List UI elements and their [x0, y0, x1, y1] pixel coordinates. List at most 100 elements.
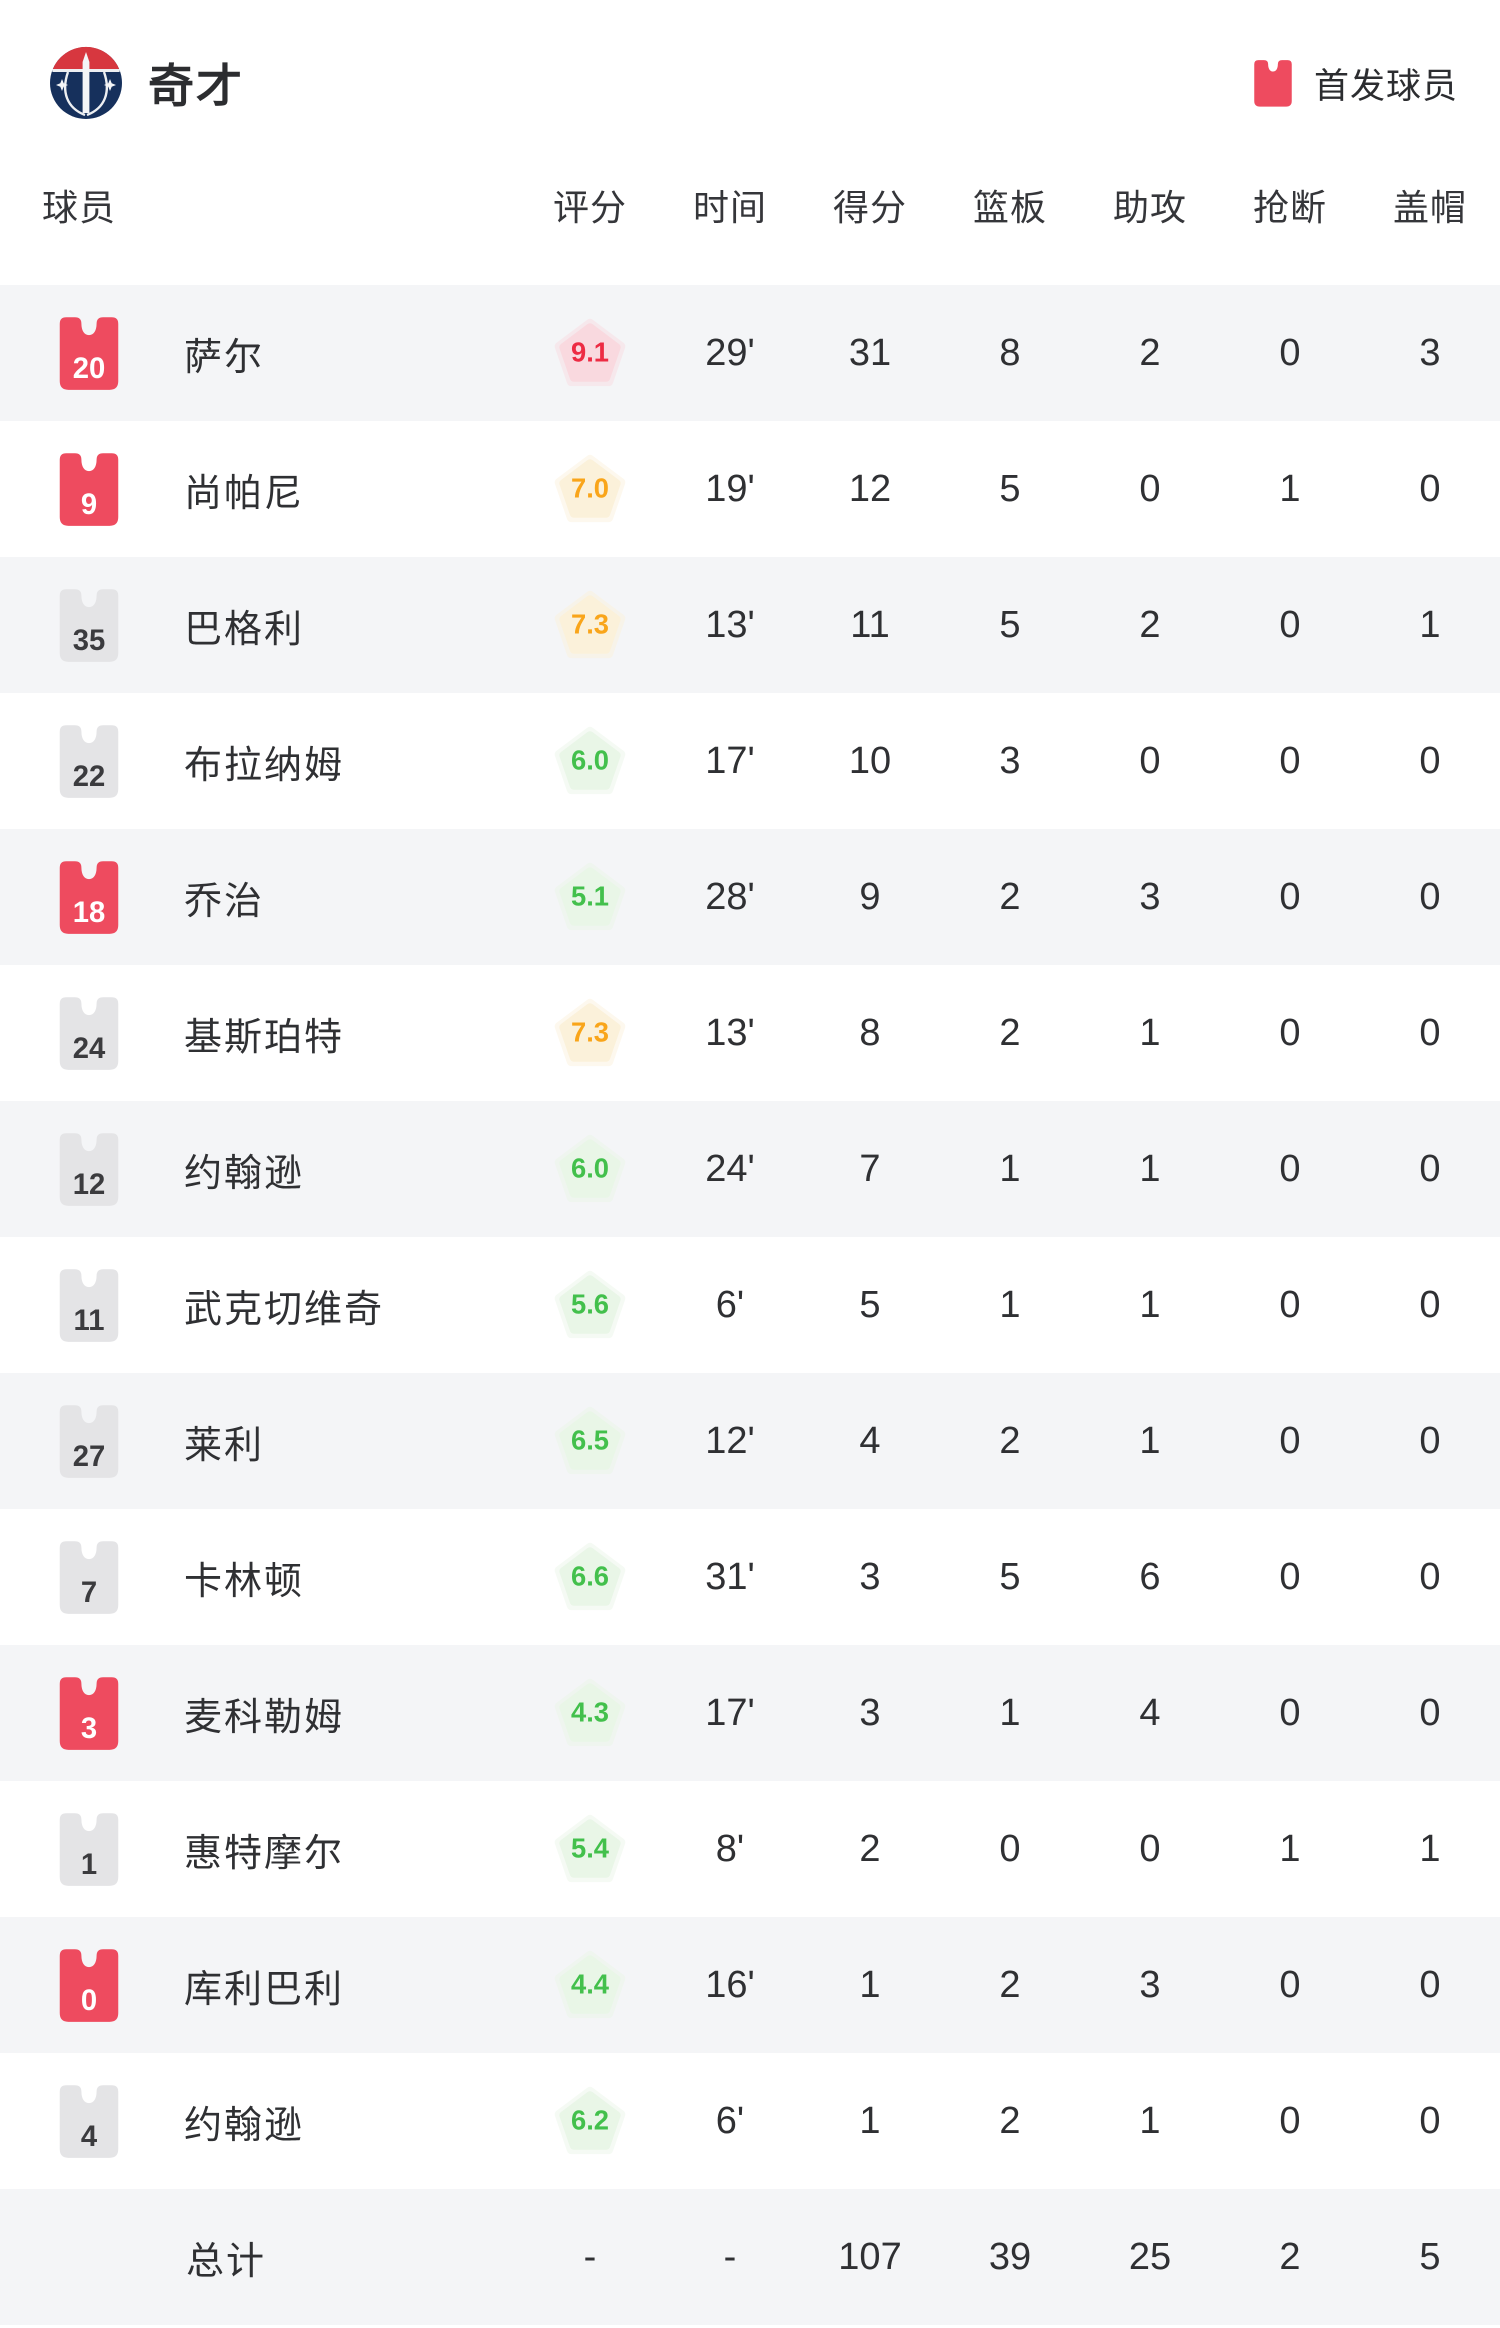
- steals-value: 0: [1279, 331, 1301, 374]
- player-row[interactable]: 27 莱利 6.5 12' 4 2 1 0 0: [0, 1373, 1500, 1509]
- points-value: 31: [848, 331, 892, 374]
- blocks-value: 0: [1419, 467, 1441, 510]
- svg-text:24: 24: [73, 1033, 106, 1065]
- steals-value: 0: [1279, 875, 1301, 918]
- steals-value: 0: [1279, 1419, 1301, 1462]
- player-row[interactable]: 3 麦科勒姆 4.3 17' 3 1 4 0 0: [0, 1645, 1500, 1781]
- jersey-icon: 24: [54, 994, 124, 1072]
- header-steals: 抢断: [1252, 186, 1327, 228]
- assists-value: 1: [1139, 1011, 1161, 1054]
- player-row[interactable]: 35 巴格利 7.3 13' 11 5 2 0 1: [0, 557, 1500, 693]
- points-value: 5: [859, 1283, 881, 1326]
- total-points: 107: [838, 2235, 902, 2278]
- points-value: 10: [848, 739, 892, 782]
- player-cell: 18 乔治: [0, 858, 520, 936]
- player-cell: 35 巴格利: [0, 586, 520, 664]
- total-rebounds: 39: [988, 2235, 1032, 2278]
- total-row: 总计 - - 107 39 25 2 5: [0, 2189, 1500, 2325]
- rating-badge: 6.5: [554, 1406, 626, 1475]
- player-cell: 4 约翰逊: [0, 2082, 520, 2160]
- player-row[interactable]: 18 乔治 5.1 28' 9 2 3 0 0: [0, 829, 1500, 965]
- stats-table: 20 萨尔 9.1 29' 31 8 2 0 3 9 尚帕尼 7.0 19': [0, 285, 1500, 2325]
- blocks-value: 0: [1419, 1963, 1441, 2006]
- player-row[interactable]: 11 武克切维奇 5.6 6' 5 1 1 0 0: [0, 1237, 1500, 1373]
- jersey-icon: 35: [54, 586, 124, 664]
- time-value: 8': [715, 1827, 745, 1870]
- player-name: 基斯珀特: [184, 1016, 345, 1059]
- blocks-value: 0: [1419, 739, 1441, 782]
- player-cell: 22 布拉纳姆: [0, 722, 520, 800]
- total-rating: -: [583, 2235, 597, 2278]
- rebounds-value: 1: [999, 1147, 1021, 1190]
- blocks-value: 0: [1419, 1147, 1441, 1190]
- steals-value: 0: [1279, 1555, 1301, 1598]
- svg-text:4: 4: [81, 2121, 98, 2153]
- rebounds-value: 2: [999, 1963, 1021, 2006]
- header-rebounds: 篮板: [972, 186, 1047, 228]
- rebounds-value: 1: [999, 1691, 1021, 1734]
- rating-value: 6.2: [571, 2104, 609, 2135]
- total-label: 总计: [186, 2240, 267, 2283]
- player-row[interactable]: 4 约翰逊 6.2 6' 1 2 1 0 0: [0, 2053, 1500, 2189]
- player-cell: 12 约翰逊: [0, 1130, 520, 1208]
- rating-badge: 5.6: [554, 1270, 626, 1339]
- player-row[interactable]: 20 萨尔 9.1 29' 31 8 2 0 3: [0, 285, 1500, 421]
- player-row[interactable]: 7 卡林顿 6.6 31' 3 5 6 0 0: [0, 1509, 1500, 1645]
- player-cell: 24 基斯珀特: [0, 994, 520, 1072]
- player-name: 库利巴利: [184, 1968, 345, 2011]
- time-value: 29': [705, 331, 755, 374]
- rating-cell: 5.4: [520, 1814, 660, 1883]
- points-value: 9: [859, 875, 881, 918]
- time-value: 28': [705, 875, 755, 918]
- blocks-value: 0: [1419, 1555, 1441, 1598]
- player-name: 乔治: [184, 880, 265, 923]
- assists-value: 1: [1139, 2099, 1161, 2142]
- jersey-icon: 22: [54, 722, 124, 800]
- player-row[interactable]: 24 基斯珀特 7.3 13' 8 2 1 0 0: [0, 965, 1500, 1101]
- svg-text:18: 18: [73, 897, 106, 929]
- player-row[interactable]: 12 约翰逊 6.0 24' 7 1 1 0 0: [0, 1101, 1500, 1237]
- header-assists: 助攻: [1112, 186, 1187, 228]
- rating-badge: 6.2: [554, 2086, 626, 2155]
- rating-cell: 6.6: [520, 1542, 660, 1611]
- rating-cell: 7.3: [520, 998, 660, 1067]
- jersey-icon: 27: [54, 1402, 124, 1480]
- player-row[interactable]: 0 库利巴利 4.4 16' 1 2 3 0 0: [0, 1917, 1500, 2053]
- player-name: 卡林顿: [184, 1560, 305, 1603]
- steals-value: 0: [1279, 1691, 1301, 1734]
- player-cell: 9 尚帕尼: [0, 450, 520, 528]
- player-cell: 0 库利巴利: [0, 1946, 520, 2024]
- rating-value: 6.0: [571, 1152, 609, 1183]
- points-value: 1: [859, 1963, 881, 2006]
- points-value: 7: [859, 1147, 881, 1190]
- time-value: 17': [705, 1691, 755, 1734]
- rating-value: 6.6: [571, 1560, 609, 1591]
- jersey-icon: 3: [54, 1674, 124, 1752]
- rating-value: 9.1: [571, 336, 609, 367]
- rebounds-value: 2: [999, 875, 1021, 918]
- rating-cell: 4.3: [520, 1678, 660, 1747]
- rating-badge: 4.4: [554, 1950, 626, 2019]
- points-value: 4: [859, 1419, 881, 1462]
- player-name: 约翰逊: [184, 2104, 305, 2147]
- rating-badge: 6.6: [554, 1542, 626, 1611]
- rating-value: 5.6: [571, 1288, 609, 1319]
- rebounds-value: 8: [999, 331, 1021, 374]
- jersey-icon: 1: [54, 1810, 124, 1888]
- svg-text:27: 27: [73, 1441, 106, 1473]
- player-row[interactable]: 22 布拉纳姆 6.0 17' 10 3 0 0 0: [0, 693, 1500, 829]
- player-row[interactable]: 9 尚帕尼 7.0 19' 12 5 0 1 0: [0, 421, 1500, 557]
- svg-text:20: 20: [73, 353, 106, 385]
- rating-value: 7.0: [571, 472, 609, 503]
- assists-value: 1: [1139, 1283, 1161, 1326]
- blocks-value: 0: [1419, 1283, 1441, 1326]
- steals-value: 0: [1279, 739, 1301, 782]
- rating-value: 4.4: [571, 1968, 610, 1999]
- assists-value: 2: [1139, 331, 1161, 374]
- rebounds-value: 1: [999, 1283, 1021, 1326]
- player-row[interactable]: 1 惠特摩尔 5.4 8' 2 0 0 1 1: [0, 1781, 1500, 1917]
- assists-value: 3: [1139, 1963, 1161, 2006]
- svg-text:1: 1: [81, 1849, 97, 1881]
- rating-value: 4.3: [571, 1696, 609, 1727]
- rebounds-value: 0: [999, 1827, 1021, 1870]
